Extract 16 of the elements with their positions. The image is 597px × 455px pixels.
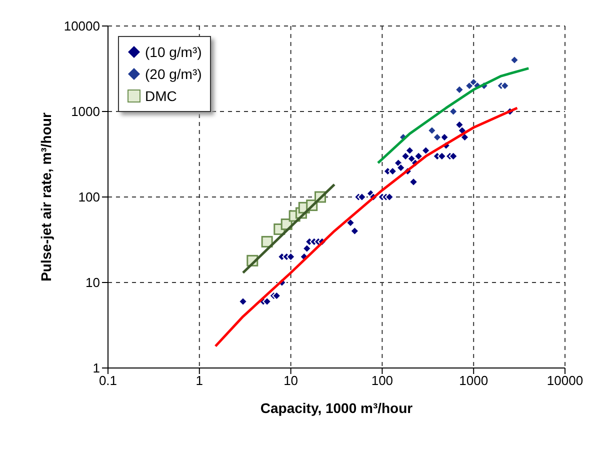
x-axis-title: Capacity, 1000 m³/hour — [260, 400, 414, 416]
x-tick-label: 10000 — [546, 373, 584, 388]
x-tick-label: 10 — [284, 373, 298, 388]
y-tick-label: 1 — [92, 360, 100, 376]
y-tick-label: 10000 — [64, 18, 100, 34]
x-tick-label: 0.1 — [98, 373, 118, 388]
legend-label: (20 g/m³) — [145, 65, 202, 84]
x-tick-label: 1000 — [459, 373, 488, 388]
y-tick-label: 100 — [78, 190, 100, 205]
y-tick-label: 1000 — [71, 104, 100, 120]
legend-label: DMC — [145, 87, 177, 106]
y-tick-label: 10 — [86, 275, 100, 290]
x-tick-label: 1 — [196, 373, 204, 388]
x-tick-label: 100 — [371, 373, 394, 388]
y-axis-title: Pulse-jet air rate, m³/hour — [38, 112, 54, 282]
legend-label: (10 g/m³) — [145, 43, 202, 62]
